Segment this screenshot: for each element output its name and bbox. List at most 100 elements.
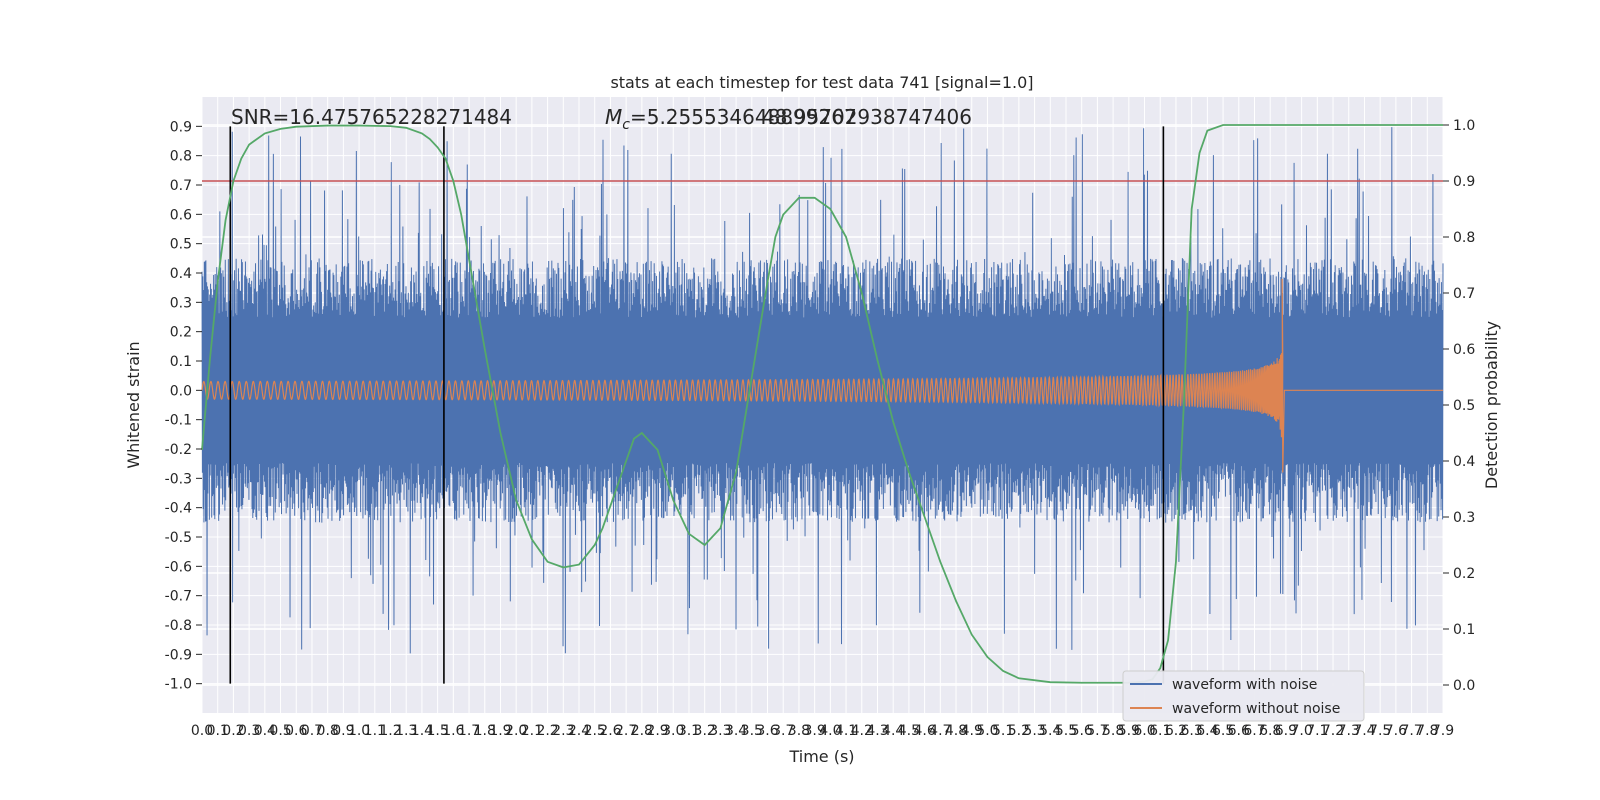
y2-tick-label: 0.7: [1453, 286, 1475, 302]
x-tick-label: 5.7: [1086, 723, 1108, 739]
x-tick-label: 0.0: [191, 723, 213, 739]
x-tick-label: 0.4: [254, 723, 276, 739]
x-tick-label: 6.1: [1149, 723, 1171, 739]
mc-value: =5.255534648899267: [630, 105, 857, 129]
x-tick-label: 3.8: [788, 723, 810, 739]
x-tick-label: 7.6: [1385, 723, 1407, 739]
x-tick-label: 0.6: [285, 723, 307, 739]
legend-box: [1122, 670, 1365, 722]
x-tick-label: 2.3: [552, 723, 574, 739]
x-tick-label: 1.9: [489, 723, 511, 739]
x-tick-label: 3.0: [662, 723, 684, 739]
y2-tick-label: 0.5: [1453, 398, 1475, 414]
x-tick-label: 2.5: [584, 723, 606, 739]
x-tick-label: 6.4: [1196, 723, 1218, 739]
x-tick-label: 7.8: [1416, 723, 1438, 739]
y-tick-label: -1.0: [165, 677, 192, 693]
legend: waveform with noise waveform without noi…: [1122, 670, 1365, 722]
x-tick-label: 2.1: [521, 723, 543, 739]
x-tick-label: 4.0: [819, 723, 841, 739]
x-tick-label: 1.6: [442, 723, 464, 739]
noisy-waveform-layer: [201, 127, 1444, 654]
x-tick-label: 3.1: [678, 723, 700, 739]
mc-subscript: c: [622, 117, 630, 133]
y2-tick-label: 0.3: [1453, 510, 1475, 526]
y-tick-label: 0.6: [170, 207, 192, 223]
x-tick-label: 3.7: [772, 723, 794, 739]
y2-tick-label: 0.6: [1453, 342, 1475, 358]
y2-tick-label: 0.2: [1453, 566, 1475, 582]
x-tick-label: 0.8: [317, 723, 339, 739]
y2-axis-label: Detection probability: [1482, 321, 1501, 489]
x-tick-label: 4.9: [961, 723, 983, 739]
x-tick-label: 5.0: [976, 723, 998, 739]
x-tick-label: 7.0: [1290, 723, 1312, 739]
y-tick-label: 0.5: [170, 237, 192, 253]
mc-overlap-annotation: 48.95702938747406: [762, 105, 972, 129]
x-tick-label: 2.6: [599, 723, 621, 739]
y2-tick-label: 0.4: [1453, 454, 1475, 470]
x-tick-label: 3.5: [741, 723, 763, 739]
y-tick-label: 0.1: [170, 354, 192, 370]
y-tick-label: -0.7: [165, 589, 192, 605]
y-tick-label: -0.6: [165, 559, 192, 575]
x-tick-label: 6.9: [1275, 723, 1297, 739]
y-tick-label: 0.0: [170, 383, 192, 399]
x-tick-label: 2.4: [568, 723, 590, 739]
legend-label-clean: waveform without noise: [1172, 701, 1340, 717]
mc-annotation: Mc=5.255534648899267: [605, 105, 857, 133]
y2-tick-label: 1.0: [1453, 118, 1475, 134]
x-tick-label: 1.0: [348, 723, 370, 739]
x-tick-label: 3.4: [725, 723, 747, 739]
x-tick-label: 7.4: [1353, 723, 1375, 739]
y-tick-label: -0.5: [165, 530, 192, 546]
x-tick-label: 7.2: [1322, 723, 1344, 739]
y2-tick-label: 0.0: [1453, 678, 1475, 694]
x-tick-label: 4.2: [851, 723, 873, 739]
mc-symbol: M: [605, 105, 622, 129]
x-axis-label: Time (s): [788, 747, 854, 766]
x-tick-label: 4.3: [866, 723, 888, 739]
x-tick-label: 5.1: [992, 723, 1014, 739]
x-tick-label: 7.3: [1338, 723, 1360, 739]
x-tick-label: 3.2: [694, 723, 716, 739]
x-tick-label: 4.6: [913, 723, 935, 739]
x-tick-label: 4.7: [929, 723, 951, 739]
y-tick-label: -0.3: [165, 471, 192, 487]
x-tick-label: 6.7: [1243, 723, 1265, 739]
x-tick-label: 4.8: [945, 723, 967, 739]
x-tick-label: 0.1: [207, 723, 229, 739]
x-tick-label: 1.2: [379, 723, 401, 739]
clean-waveform-layer: [201, 278, 1443, 473]
x-tick-label: 6.5: [1212, 723, 1234, 739]
x-tick-label: 2.9: [646, 723, 668, 739]
x-tick-label: 4.1: [835, 723, 857, 739]
x-tick-label: 1.8: [474, 723, 496, 739]
x-tick-label: 5.5: [1055, 723, 1077, 739]
x-tick-label: 5.6: [1071, 723, 1093, 739]
y-tick-label: 0.7: [170, 178, 192, 194]
y-tick-label: -0.1: [165, 413, 192, 429]
legend-label-noisy: waveform with noise: [1172, 677, 1317, 693]
x-tick-label: 1.4: [411, 723, 433, 739]
x-tick-label: 1.1: [364, 723, 386, 739]
y-axis-label: Whitened strain: [124, 341, 143, 468]
x-tick-label: 7.9: [1432, 723, 1454, 739]
snr-annotation: SNR=16.475765228271484: [231, 105, 512, 129]
x-tick-label: 0.5: [269, 723, 291, 739]
x-tick-label: 7.1: [1306, 723, 1328, 739]
x-tick-label: 0.3: [238, 723, 260, 739]
x-tick-label: 3.6: [756, 723, 778, 739]
tick-label-layer: 0.00.10.20.30.40.50.60.70.80.91.01.11.21…: [165, 118, 1476, 739]
y-tick-label: -0.8: [165, 618, 192, 634]
x-tick-label: 6.2: [1165, 723, 1187, 739]
y-tick-label: -0.2: [165, 442, 192, 458]
x-tick-label: 2.2: [536, 723, 558, 739]
x-tick-label: 2.8: [631, 723, 653, 739]
x-tick-label: 7.5: [1369, 723, 1391, 739]
x-tick-label: 5.3: [1023, 723, 1045, 739]
y-tick-label: 0.2: [170, 325, 192, 341]
x-tick-label: 4.4: [882, 723, 904, 739]
chart-title: stats at each timestep for test data 741…: [610, 73, 1033, 92]
y-tick-label: 0.3: [170, 295, 192, 311]
